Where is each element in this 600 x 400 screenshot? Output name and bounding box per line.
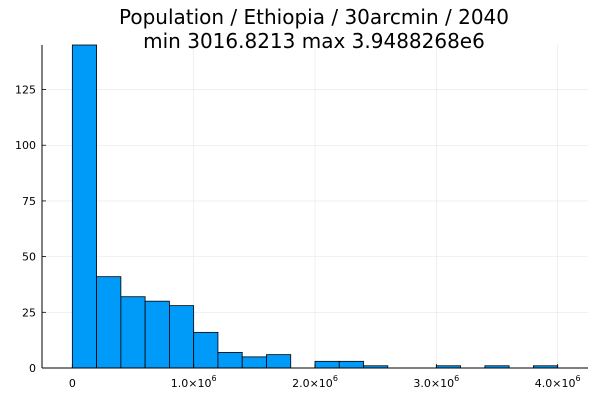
histogram-bar xyxy=(314,360,340,369)
y-tick-label: 50 xyxy=(22,251,36,264)
x-tick-label: 2.0×106 xyxy=(292,374,338,390)
histogram-bar xyxy=(241,356,267,369)
y-tick-label: 75 xyxy=(22,195,36,208)
histogram-bar xyxy=(266,354,292,369)
histogram-bar xyxy=(338,360,364,369)
histogram-bar xyxy=(217,352,243,369)
y-tick-label: 125 xyxy=(15,84,36,97)
x-tick-label: 4.0×106 xyxy=(535,374,581,390)
histogram-bar xyxy=(71,44,98,369)
histogram-bar xyxy=(193,331,219,369)
histogram-bar xyxy=(96,276,122,369)
x-tick-label: 1.0×106 xyxy=(171,374,217,390)
chart-title-line-1: Population / Ethiopia / 30arcmin / 2040 xyxy=(119,5,509,29)
histogram-bar xyxy=(144,300,170,369)
y-tick-label: 25 xyxy=(22,306,36,319)
histogram-bar xyxy=(120,296,146,369)
y-tick-label: 0 xyxy=(29,362,36,375)
tick-labels: 0 25 50 75 100 125 0 1.0×106 2.0×106 3.0×106 4.0×1… xyxy=(15,84,581,390)
x-tick-label: 0 xyxy=(69,377,76,390)
histogram-bars xyxy=(71,44,559,369)
histogram-bar xyxy=(168,305,195,369)
x-tick-label: 3.0×106 xyxy=(413,374,459,390)
y-tick-label: 100 xyxy=(15,139,36,152)
chart-title-line-2: min 3016.8213 max 3.9488268e6 xyxy=(143,29,485,53)
